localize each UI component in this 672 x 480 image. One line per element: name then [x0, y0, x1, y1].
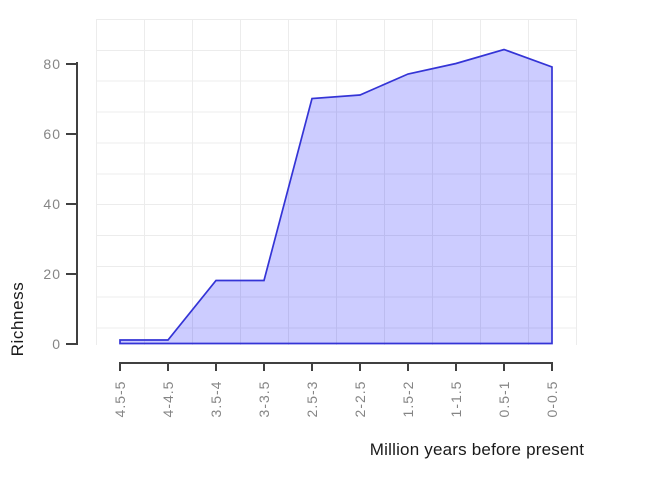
x-tick-label: 1.5-2 [400, 380, 416, 418]
x-tick [407, 362, 409, 371]
x-tick [359, 362, 361, 371]
x-axis-title: Million years before present [369, 440, 585, 459]
x-tick-label: 3.5-4 [208, 380, 224, 418]
x-tick [455, 362, 457, 371]
x-tick-label: 2-2.5 [352, 380, 368, 418]
x-tick-label: 1-1.5 [448, 380, 464, 418]
x-tick [215, 362, 217, 371]
y-tick-label: 20 [43, 265, 61, 282]
x-tick-label: 0.5-1 [496, 380, 512, 418]
y-tick [66, 132, 77, 135]
x-tick [263, 362, 265, 371]
y-tick-label: 80 [43, 55, 61, 72]
y-tick-label: 60 [43, 125, 61, 142]
x-tick [311, 362, 313, 371]
x-tick [167, 362, 169, 371]
y-axis-line [76, 62, 78, 345]
x-tick-label: 4-4.5 [160, 380, 176, 418]
x-axis-line [119, 362, 553, 364]
x-tick-label: 4.5-5 [112, 380, 128, 418]
y-tick [66, 202, 77, 205]
y-tick-label: 40 [43, 195, 61, 212]
x-tick-label: 2.5-3 [304, 380, 320, 418]
area-series-svg [119, 48, 553, 345]
x-tick-label: 3-3.5 [256, 380, 272, 418]
y-tick [66, 62, 77, 65]
y-tick-label: 0 [52, 335, 61, 352]
x-tick [503, 362, 505, 371]
y-axis-title: Richness [8, 281, 27, 357]
plot-panel [96, 19, 577, 345]
x-tick-label: 0-0.5 [544, 380, 560, 418]
area-series [119, 48, 553, 345]
y-tick [66, 342, 77, 345]
x-tick [551, 362, 553, 371]
y-tick [66, 272, 77, 275]
x-tick [119, 362, 121, 371]
